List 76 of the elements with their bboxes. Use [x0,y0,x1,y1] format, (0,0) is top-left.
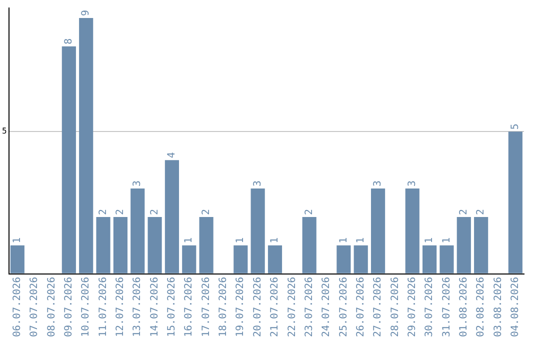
data-label: 4 [166,152,178,158]
x-tick-label: 14.07.2026 [149,276,160,338]
x-tick-label: 08.07.2026 [46,276,58,338]
data-label: 2 [200,208,212,215]
data-label: 2 [98,208,109,215]
x-tick-label: 10.07.2026 [80,276,92,338]
x-tick-label: 13.07.2026 [132,276,144,338]
data-label: 2 [149,208,160,215]
data-label: 8 [64,38,75,44]
bar [148,216,162,274]
x-tick-label: 21.07.2026 [270,276,281,338]
x-tick-label: 03.08.2026 [492,276,504,338]
bar [199,216,214,274]
data-label: 3 [252,180,264,187]
x-tick-label: 26.07.2026 [355,276,366,338]
x-tick-label: 27.07.2026 [372,276,384,338]
data-label: 2 [304,208,315,215]
x-tick-label: 23.07.2026 [304,276,315,338]
data-label: 1 [12,237,23,244]
data-label: 5 [510,124,522,130]
data-label: 1 [184,237,195,244]
bar [62,46,76,274]
bar [182,245,196,274]
bar [113,216,128,274]
bar [79,18,94,274]
x-tick-label: 18.07.2026 [218,276,230,338]
bar [302,216,316,274]
bar [96,216,110,274]
data-label: 9 [80,10,92,16]
bar [336,245,351,274]
bar [405,188,420,274]
data-label: 1 [338,237,350,244]
bar [370,188,386,274]
bar [422,245,437,274]
data-label: 1 [235,237,246,244]
data-label: 1 [424,237,436,244]
data-label: 1 [270,237,281,244]
x-tick-label: 16.07.2026 [184,276,195,338]
x-tick-label: 09.07.2026 [64,276,75,338]
x-tick-label: 22.07.2026 [286,276,298,338]
data-label: 1 [355,237,366,244]
data-label: 3 [132,180,144,187]
x-tick-label: 06.07.2026 [12,276,23,338]
data-label: 3 [406,180,418,187]
bar [250,188,265,274]
data-label: 2 [476,208,487,215]
data-label: 3 [372,180,384,187]
x-tick-label: 31.07.2026 [441,276,452,338]
bar [456,216,471,274]
x-tick-label: 07.07.2026 [29,276,40,338]
x-tick-label: 17.07.2026 [200,276,212,338]
bar [234,245,248,274]
bar [268,245,282,274]
x-tick-label: 11.07.2026 [98,276,109,338]
x-tick-label: 24.07.2026 [321,276,332,338]
data-label: 2 [115,208,126,215]
x-tick-label: 12.07.2026 [115,276,126,338]
x-tick-label: 02.08.2026 [476,276,487,338]
bar [508,132,522,274]
x-tick-label: 01.08.2026 [458,276,470,338]
data-label: 2 [458,208,470,215]
x-tick-label: 29.07.2026 [406,276,418,338]
data-label: 1 [441,237,452,244]
x-tick-label: 25.07.2026 [338,276,350,338]
bar [10,245,24,274]
x-tick-label: 20.07.2026 [252,276,264,338]
x-tick-label: 19.07.2026 [235,276,246,338]
bar [130,188,145,274]
bar [164,160,179,274]
x-tick-label: 28.07.2026 [390,276,401,338]
bar [354,245,368,274]
bar [474,216,488,274]
x-tick-label: 04.08.2026 [510,276,522,338]
bar [440,245,454,274]
x-tick-label: 30.07.2026 [424,276,436,338]
x-tick-label: 15.07.2026 [166,276,178,338]
